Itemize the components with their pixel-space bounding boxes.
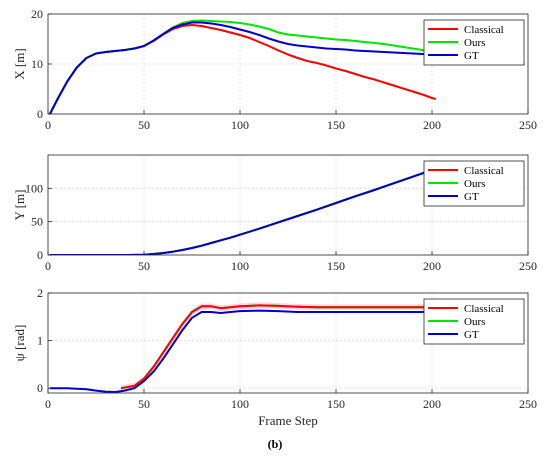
legend-label-classical: Classical (464, 24, 504, 36)
x-tick-label: 200 (423, 397, 441, 411)
x-tick-label: 100 (231, 118, 249, 132)
legend-label-ours: Ours (464, 178, 485, 190)
x-tick-label: 50 (138, 397, 150, 411)
legend-label-classical: Classical (464, 303, 504, 315)
x-tick-label: 250 (519, 397, 537, 411)
series-line-gt (49, 167, 437, 255)
legend-label-classical: Classical (464, 165, 504, 177)
figure-caption: (b) (268, 437, 283, 451)
axes-box (47, 154, 529, 256)
y-axis-label: Y [m] (12, 190, 27, 221)
y-tick-label: 20 (31, 7, 43, 21)
x-tick-label: 250 (519, 259, 537, 273)
y-tick-label: 0 (37, 107, 43, 121)
y-axis-label: X [m] (12, 48, 27, 79)
legend-label-gt: GT (464, 50, 479, 62)
series-line-gt (49, 309, 432, 393)
x-tick-label: 0 (45, 397, 51, 411)
x-tick-label: 150 (327, 118, 345, 132)
series-line-gt (49, 21, 436, 114)
yaw-panel: 0 50 100 150 200 250 0 1 2 ψ [rad] Frame Step Class… (12, 286, 537, 428)
y-tick-label: 10 (31, 57, 43, 71)
x-tick-label: 50 (138, 118, 150, 132)
y-tick-label: 0 (37, 248, 43, 262)
x-tick-label: 200 (423, 259, 441, 273)
x-tick-label: 0 (45, 259, 51, 273)
legend-label-ours: Ours (464, 37, 485, 49)
legend-label-gt: GT (464, 191, 479, 203)
legend-label-ours: Ours (464, 316, 485, 328)
y-tick-label: 50 (31, 215, 43, 229)
y-tick-label: 2 (37, 286, 43, 300)
x-tick-label: 50 (138, 259, 150, 273)
legend-label-gt: GT (464, 329, 479, 341)
y-axis-label: ψ [rad] (12, 325, 27, 362)
x-tick-label: 150 (327, 397, 345, 411)
y-tick-label: 100 (25, 181, 43, 195)
series-line-classical (120, 304, 432, 390)
y-tick-label: 0 (37, 381, 43, 395)
y-tick-label: 1 (37, 334, 43, 348)
x-tick-label: 100 (231, 259, 249, 273)
x-tick-label: 200 (423, 118, 441, 132)
axes-box (47, 292, 529, 394)
x-tick-label: 0 (45, 118, 51, 132)
x-axis-label: Frame Step (258, 413, 318, 428)
x-tick-label: 150 (327, 259, 345, 273)
x-tick-label: 250 (519, 118, 537, 132)
x-tick-label: 100 (231, 397, 249, 411)
